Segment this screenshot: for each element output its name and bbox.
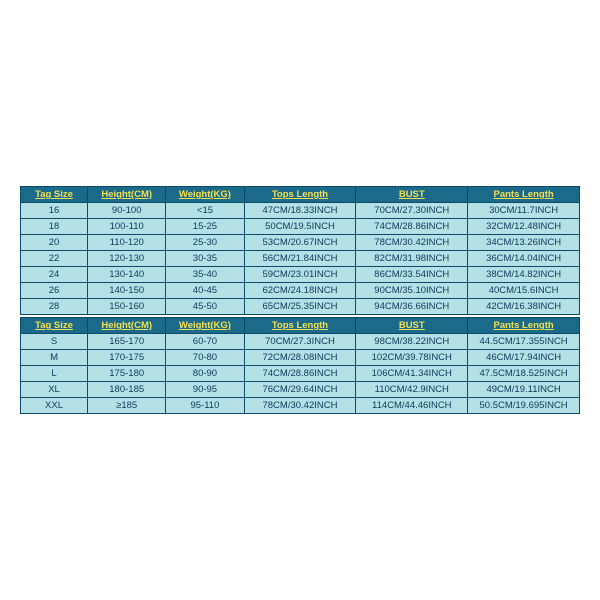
adult-cell: M [21,350,88,366]
kids-cell: 140-150 [88,283,166,299]
kids-cell: 50CM/19.5INCH [244,219,356,235]
kids-cell: 18 [21,219,88,235]
adult-header-4: BUST [356,318,468,334]
kids-row: 26140-15040-4562CM/24.18INCH90CM/35.10IN… [21,283,580,299]
kids-header-2: Weight(KG) [166,187,244,203]
adult-cell: 110CM/42.9INCH [356,382,468,398]
adult-row: XL180-18590-9576CM/29.64INCH110CM/42.9IN… [21,382,580,398]
kids-cell: 34CM/13.26INCH [468,235,580,251]
adult-cell: L [21,366,88,382]
adult-cell: ≥185 [88,398,166,414]
kids-cell: 30CM/11.7INCH [468,203,580,219]
kids-cell: 15-25 [166,219,244,235]
kids-cell: 24 [21,267,88,283]
kids-cell: 36CM/14.04INCH [468,251,580,267]
adult-cell: 80-90 [166,366,244,382]
kids-cell: 78CM/30.42INCH [356,235,468,251]
adult-cell: 114CM/44.46INCH [356,398,468,414]
kids-row: 1690-100<1547CM/18.33INCH70CM/27.30INCH3… [21,203,580,219]
kids-header-1: Height(CM) [88,187,166,203]
kids-cell: 16 [21,203,88,219]
kids-cell: 74CM/28.86INCH [356,219,468,235]
kids-cell: 40CM/15.6INCH [468,283,580,299]
kids-size-table: Tag SizeHeight(CM)Weight(KG)Tops LengthB… [20,186,580,315]
adult-header-5: Pants Length [468,318,580,334]
adult-cell: 49CM/19.11INCH [468,382,580,398]
kids-row: 28150-16045-5065CM/25.35INCH94CM/36.66IN… [21,299,580,315]
kids-cell: 42CM/16.38INCH [468,299,580,315]
kids-cell: 40-45 [166,283,244,299]
kids-cell: 26 [21,283,88,299]
adult-header-1: Height(CM) [88,318,166,334]
kids-cell: 56CM/21.84INCH [244,251,356,267]
adult-cell: 70CM/27.3INCH [244,334,356,350]
kids-cell: 28 [21,299,88,315]
kids-cell: 90-100 [88,203,166,219]
kids-cell: 94CM/36.66INCH [356,299,468,315]
adult-cell: 60-70 [166,334,244,350]
kids-cell: 20 [21,235,88,251]
kids-row: 18100-11015-2550CM/19.5INCH74CM/28.86INC… [21,219,580,235]
kids-header-0: Tag Size [21,187,88,203]
kids-row: 20110-12025-3053CM/20.67INCH78CM/30.42IN… [21,235,580,251]
adult-cell: 46CM/17.94INCH [468,350,580,366]
adult-cell: 106CM/41.34INCH [356,366,468,382]
adult-cell: 180-185 [88,382,166,398]
adult-row: XXL≥18595-11078CM/30.42INCH114CM/44.46IN… [21,398,580,414]
adult-header-3: Tops Length [244,318,356,334]
adult-cell: 165-170 [88,334,166,350]
kids-cell: 53CM/20.67INCH [244,235,356,251]
kids-cell: 82CM/31.98INCH [356,251,468,267]
adult-header-0: Tag Size [21,318,88,334]
kids-cell: 86CM/33.54INCH [356,267,468,283]
kids-cell: <15 [166,203,244,219]
kids-row: 22120-13030-3556CM/21.84INCH82CM/31.98IN… [21,251,580,267]
kids-cell: 90CM/35.10INCH [356,283,468,299]
adult-cell: 74CM/28.86INCH [244,366,356,382]
adult-cell: 95-110 [166,398,244,414]
kids-cell: 120-130 [88,251,166,267]
adult-cell: XXL [21,398,88,414]
adult-cell: 90-95 [166,382,244,398]
adult-cell: 98CM/38.22INCH [356,334,468,350]
size-chart-container: Tag SizeHeight(CM)Weight(KG)Tops LengthB… [20,186,580,414]
kids-cell: 22 [21,251,88,267]
adult-cell: S [21,334,88,350]
adult-cell: 47.5CM/18.525INCH [468,366,580,382]
adult-row: S165-17060-7070CM/27.3INCH98CM/38.22INCH… [21,334,580,350]
kids-cell: 38CM/14.82INCH [468,267,580,283]
kids-cell: 25-30 [166,235,244,251]
adult-size-table: Tag SizeHeight(CM)Weight(KG)Tops LengthB… [20,317,580,414]
kids-header-4: BUST [356,187,468,203]
kids-cell: 110-120 [88,235,166,251]
kids-header-5: Pants Length [468,187,580,203]
adult-cell: 175-180 [88,366,166,382]
kids-cell: 100-110 [88,219,166,235]
kids-cell: 130-140 [88,267,166,283]
kids-row: 24130-14035-4059CM/23.01INCH86CM/33.54IN… [21,267,580,283]
adult-cell: 72CM/28.08INCH [244,350,356,366]
adult-cell: 78CM/30.42INCH [244,398,356,414]
adult-cell: 50.5CM/19.695INCH [468,398,580,414]
kids-cell: 62CM/24.18INCH [244,283,356,299]
kids-cell: 30-35 [166,251,244,267]
adult-cell: 70-80 [166,350,244,366]
adult-cell: 44.5CM/17.355INCH [468,334,580,350]
adult-cell: 170-175 [88,350,166,366]
adult-row: M170-17570-8072CM/28.08INCH102CM/39.78IN… [21,350,580,366]
kids-cell: 59CM/23.01INCH [244,267,356,283]
kids-cell: 45-50 [166,299,244,315]
adult-cell: XL [21,382,88,398]
adult-cell: 102CM/39.78INCH [356,350,468,366]
adult-cell: 76CM/29.64INCH [244,382,356,398]
adult-header-2: Weight(KG) [166,318,244,334]
kids-cell: 47CM/18.33INCH [244,203,356,219]
kids-cell: 150-160 [88,299,166,315]
kids-cell: 32CM/12.48INCH [468,219,580,235]
kids-cell: 70CM/27.30INCH [356,203,468,219]
kids-cell: 65CM/25.35INCH [244,299,356,315]
adult-row: L175-18080-9074CM/28.86INCH106CM/41.34IN… [21,366,580,382]
kids-cell: 35-40 [166,267,244,283]
kids-header-3: Tops Length [244,187,356,203]
